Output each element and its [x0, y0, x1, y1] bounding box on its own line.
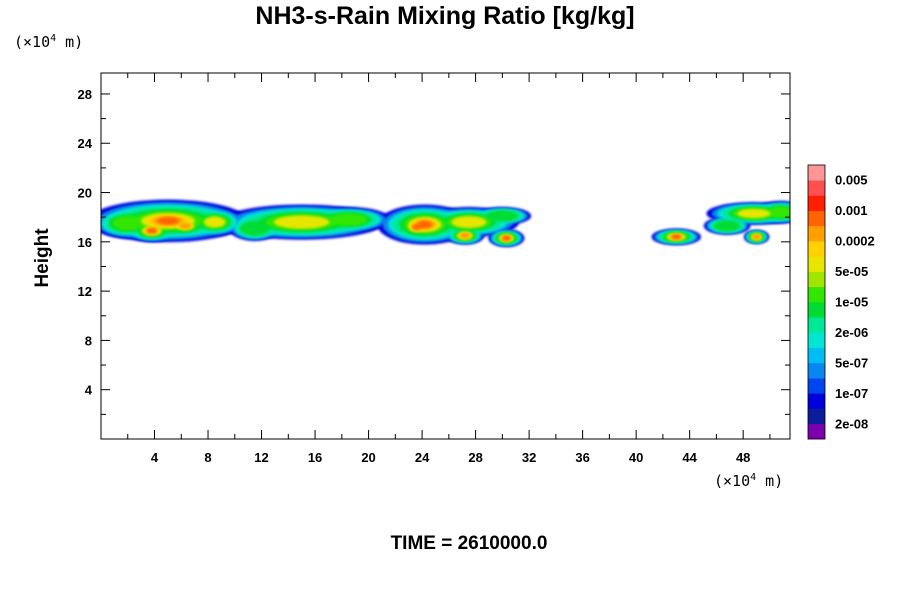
cloud-contour — [417, 221, 432, 229]
colorbar-swatch — [808, 225, 825, 242]
cloud-contour — [412, 224, 421, 230]
time-label: TIME = 2610000.0 — [390, 533, 548, 554]
colorbar-swatch — [808, 332, 825, 348]
y-tick-label: 4 — [85, 383, 93, 398]
y-tick-label: 8 — [85, 333, 92, 348]
x-tick-label: 20 — [361, 450, 375, 465]
cloud-contour — [240, 221, 270, 236]
cloud-contour — [459, 232, 470, 239]
colorbar-swatch — [808, 393, 825, 409]
colorbar-label: 1e-07 — [835, 386, 868, 401]
y-tick-label: 12 — [78, 284, 92, 299]
x-tick-label: 12 — [254, 450, 268, 465]
colorbar-frame — [807, 164, 826, 440]
colorbar-swatch — [808, 378, 825, 394]
colorbar-swatch — [808, 302, 825, 318]
x-tick-label: 32 — [522, 450, 536, 465]
colorbar-label: 2e-06 — [835, 325, 868, 340]
y-tick-label: 24 — [78, 136, 93, 151]
chart-title: NH3-s-Rain Mixing Ratio [kg/kg] — [255, 2, 635, 30]
colorbar-swatch — [808, 195, 825, 211]
x-tick-label: 36 — [575, 450, 589, 465]
plot-frame — [100, 72, 791, 440]
cloud-contour — [179, 222, 191, 229]
colorbar-label: 0.001 — [835, 203, 868, 218]
x-tick-label: 24 — [415, 450, 430, 465]
cloud-contour — [671, 234, 681, 240]
colorbar-swatch — [808, 362, 825, 379]
x-axis: 4 8 12 16 20 24 28 32 36 40 44 48 — [127, 73, 771, 465]
x-axis-unit: (×104 m) — [714, 472, 784, 490]
colorbar-swatch — [808, 256, 825, 272]
x-tick-label: 28 — [468, 450, 482, 465]
cloud-contour — [768, 206, 790, 218]
colorbar-swatch — [808, 347, 825, 364]
cloud-contour — [737, 208, 771, 219]
cloud-contour — [486, 210, 519, 222]
cloud-contour — [273, 215, 330, 229]
y-axis-unit: (×104 m) — [14, 33, 84, 51]
colorbar-swatch — [808, 165, 825, 181]
colorbar-swatch — [808, 180, 825, 196]
colorbar-label: 2e-08 — [835, 416, 868, 431]
x-tick-label: 40 — [629, 450, 643, 465]
y-tick-label: 28 — [78, 87, 92, 102]
cloud-contour — [451, 216, 487, 228]
colorbar: 0.005 0.001 0.0002 5e-05 1e-05 2e-06 5e-07 1e-0… — [807, 164, 875, 440]
x-tick-label: 8 — [204, 450, 211, 465]
cloud-contour — [329, 213, 368, 226]
colorbar-swatch — [808, 241, 825, 257]
cloud-contour — [752, 234, 761, 240]
y-axis: 4 8 12 16 20 24 28 — [78, 87, 790, 415]
colorbar-label: 0.005 — [835, 173, 868, 188]
cloud-contour — [112, 216, 144, 231]
colorbar-swatch — [808, 210, 825, 227]
cloud-contour — [502, 235, 511, 241]
colorbar-label: 1e-05 — [835, 295, 868, 310]
x-tick-label: 4 — [151, 450, 159, 465]
cloud-contour — [204, 216, 226, 228]
y-tick-label: 20 — [78, 186, 92, 201]
colorbar-swatch — [808, 317, 825, 333]
cloud-field — [101, 199, 790, 248]
colorbar-label: 5e-05 — [835, 264, 868, 279]
colorbar-swatch — [808, 408, 825, 425]
cloud-contour — [713, 220, 741, 232]
colorbar-label: 0.0002 — [835, 234, 875, 249]
y-tick-label: 16 — [78, 235, 92, 250]
colorbar-swatch — [808, 423, 825, 440]
cloud-contour — [147, 228, 157, 234]
x-tick-label: 48 — [736, 450, 750, 465]
colorbar-swatch — [808, 271, 825, 288]
x-tick-label: 44 — [682, 450, 697, 465]
colorbar-swatch — [808, 286, 825, 303]
cloud-contour — [157, 217, 179, 225]
colorbar-label: 5e-07 — [835, 355, 868, 370]
x-tick-label: 16 — [308, 450, 322, 465]
